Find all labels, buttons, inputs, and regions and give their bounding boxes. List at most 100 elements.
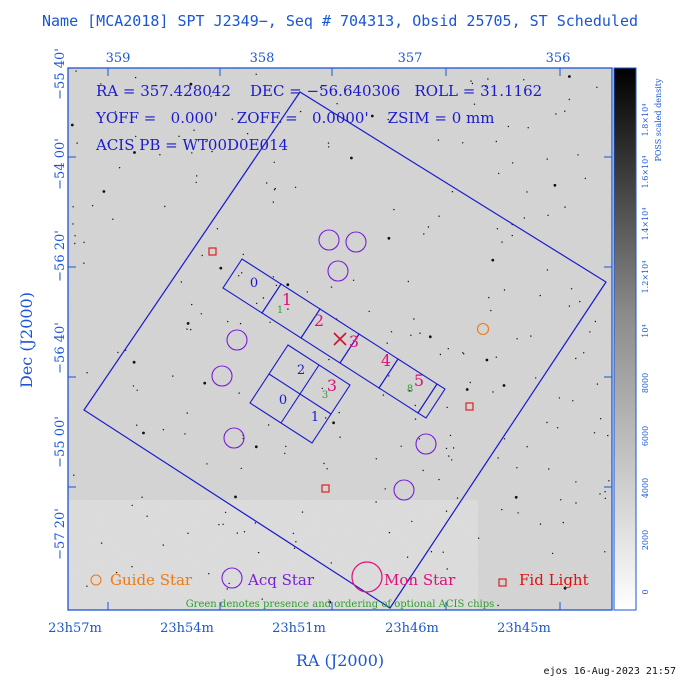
background-star [527,127,529,129]
background-star [526,191,528,193]
background-star [448,455,450,457]
background-star [594,320,597,323]
background-star [490,309,492,312]
background-star [100,83,102,85]
background-star [231,118,233,120]
background-star [523,79,525,81]
background-star [463,353,465,355]
chip-label-s2: 2 [314,311,324,330]
background-star [75,70,77,72]
background-star [563,586,567,590]
background-star [517,512,519,514]
left-tick-label: −56 40' [53,322,68,374]
background-star [159,154,161,156]
background-star [558,397,561,399]
colorbar-tick: 6000 [641,426,650,446]
guide-star [476,322,490,336]
colorbar: POSS scaled density 0 2000 4000 6000 800… [613,67,663,611]
background-star [76,142,78,144]
background-star [485,358,489,362]
background-star [326,468,328,470]
background-star [390,331,393,333]
background-star [205,140,207,143]
background-star [102,190,106,193]
background-star [471,82,474,85]
colorbar-tick: 0 [641,589,650,594]
background-star [418,438,421,440]
background-star [320,86,322,89]
background-star [180,281,182,283]
background-star [535,377,537,379]
background-star [523,217,525,219]
legend-guide-label: Guide Star [110,571,193,589]
fid-light [321,484,330,493]
background-star [226,588,228,590]
colorbar-tick: 1.2×10⁴ [641,261,650,294]
background-star [242,253,244,256]
background-star [323,462,325,465]
plot-frame [67,67,613,611]
background-star [178,135,180,137]
background-star [502,384,506,387]
left-tick-label: −55 40' [53,48,68,100]
background-star [162,429,165,431]
background-star [473,103,476,105]
background-star [419,332,421,334]
background-star [91,205,94,207]
left-tick-label: −54 00' [53,138,68,190]
background-star [488,296,490,299]
background-star [118,167,121,169]
chip-label-s0: 0 [250,276,258,291]
background-star [186,412,188,414]
chip-label-s4: 4 [381,351,391,370]
background-star [284,452,286,455]
background-star [286,283,290,287]
background-star [382,394,385,396]
background-star [114,111,117,113]
background-star [462,142,464,144]
background-star [191,303,193,306]
background-star [584,177,586,180]
legend-acq-icon [221,567,243,589]
background-star [388,531,391,534]
background-star [254,445,258,449]
fid-light [465,402,474,411]
background-star [336,103,338,105]
background-star [553,183,557,187]
background-star [292,532,295,535]
background-star [74,242,76,245]
background-star [547,214,549,216]
background-star [328,358,330,361]
background-star [446,568,448,570]
background-star [301,511,304,513]
background-star [593,432,596,434]
background-star [446,406,448,409]
background-star [575,502,577,504]
background-star [414,418,417,420]
legend-guide-icon [90,574,102,586]
background-star [438,215,440,217]
background-star [564,110,566,112]
sky-patch [68,500,478,610]
background-star [86,585,88,587]
background-star [273,161,275,163]
background-star [132,385,135,387]
background-star [115,571,118,574]
background-star [240,467,242,470]
acq-star [211,365,233,387]
background-star [492,391,494,393]
background-star [503,289,506,291]
background-star [350,156,353,160]
fid-lights [208,247,474,493]
colorbar-label: POSS scaled density [654,78,663,162]
background-star [400,445,402,447]
background-star [501,508,503,511]
background-star [568,305,571,307]
background-star [449,434,452,437]
background-star [445,510,448,512]
background-star [306,291,308,293]
background-star [568,98,570,101]
background-star [293,547,296,549]
info-line-offsets: YOFF = 0.000' ZOFF = 0.0000' ZSIM = 0 mm [95,109,495,127]
info-line-acis: ACIS PB = WT00D0E014 [95,136,288,154]
